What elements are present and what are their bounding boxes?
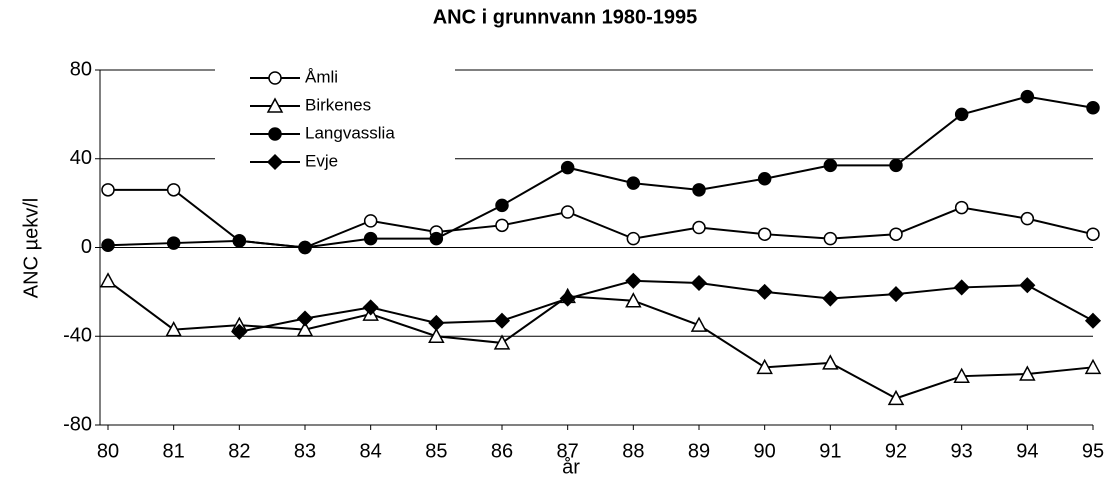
x-tick-label: 82 [228,440,250,462]
data-point [953,367,970,383]
y-axis-label: ANC µekv/l [20,198,42,298]
data-point [1086,100,1100,115]
y-tick-label: 80 [70,58,92,80]
data-point [363,231,378,246]
x-tick-label: 88 [622,440,644,462]
data-point [495,198,509,213]
x-tick-label: 86 [491,440,513,462]
legend-label: Åmli [305,67,338,86]
data-point [363,214,378,228]
data-point [298,240,312,255]
legend-marker [266,97,284,113]
data-point [101,183,115,197]
data-point [101,238,115,253]
x-tick-label: 95 [1082,440,1104,462]
x-tick-label: 93 [951,440,973,462]
data-point [232,234,247,248]
x-tick-label: 80 [97,440,119,462]
data-point [428,314,445,331]
data-point [493,312,511,329]
data-point [1086,227,1100,241]
data-point [296,310,314,327]
data-point [822,290,839,307]
legend-label: Evje [305,151,338,170]
legend-marker [266,153,284,171]
chart-title: ANC i grunnvann 1980-1995 [433,6,698,28]
data-point [428,327,445,343]
y-tick-label: 0 [81,236,92,258]
data-point [362,299,379,316]
legend-label: Birkenes [305,95,371,114]
x-tick-label: 92 [885,440,907,462]
legend-box [215,64,455,180]
data-point [887,389,905,406]
x-tick-label: 94 [1016,440,1038,462]
data-point [1019,277,1036,294]
data-point [165,321,182,337]
data-point [690,316,708,332]
data-point [559,290,576,307]
x-tick-label: 90 [754,440,776,462]
data-point [296,321,314,337]
y-tick-label: -80 [63,413,92,435]
data-point [822,354,839,370]
data-point [495,218,509,233]
data-point [692,220,706,235]
data-point [692,183,706,197]
data-point [99,272,117,288]
series-line [107,95,1094,249]
data-point [429,231,444,246]
data-point [954,107,969,122]
data-point [887,286,905,303]
data-point [1019,365,1036,381]
series-line [239,279,1094,333]
data-point [231,323,248,340]
x-axis-label: år [562,456,580,478]
data-point [823,231,838,246]
x-tick-label: 83 [294,440,316,462]
data-point [756,358,773,375]
x-tick-label: 84 [360,440,382,462]
data-point [953,279,970,296]
x-tick-label: 91 [819,440,841,462]
y-tick-label: 40 [70,147,92,169]
series-line [108,188,1094,249]
data-point [625,272,642,289]
data-point [166,236,181,250]
x-tick-label: 81 [163,440,185,462]
data-point [889,158,903,173]
data-point [1020,211,1035,226]
x-tick-label: 85 [425,440,447,462]
data-point [1084,312,1102,329]
data-point [560,205,575,219]
legend-marker [268,127,282,141]
data-point [823,158,838,173]
data-point [954,200,969,215]
data-point [756,283,773,300]
data-point [1020,89,1035,104]
data-point [560,160,575,175]
data-point [757,227,772,241]
data-point [757,171,772,186]
data-point [493,334,511,350]
legend-label: Langvasslia [305,123,395,142]
y-tick-label: -40 [63,325,92,347]
x-tick-label: 87 [557,440,579,462]
x-tick-label: 89 [688,440,710,462]
data-point [626,231,641,246]
legend-marker [268,71,282,85]
data-point [1084,358,1102,375]
data-point [626,176,641,190]
series-line [107,279,1094,400]
data-point [625,292,642,308]
data-point [889,227,903,241]
data-point [690,274,708,292]
data-point [166,183,181,197]
